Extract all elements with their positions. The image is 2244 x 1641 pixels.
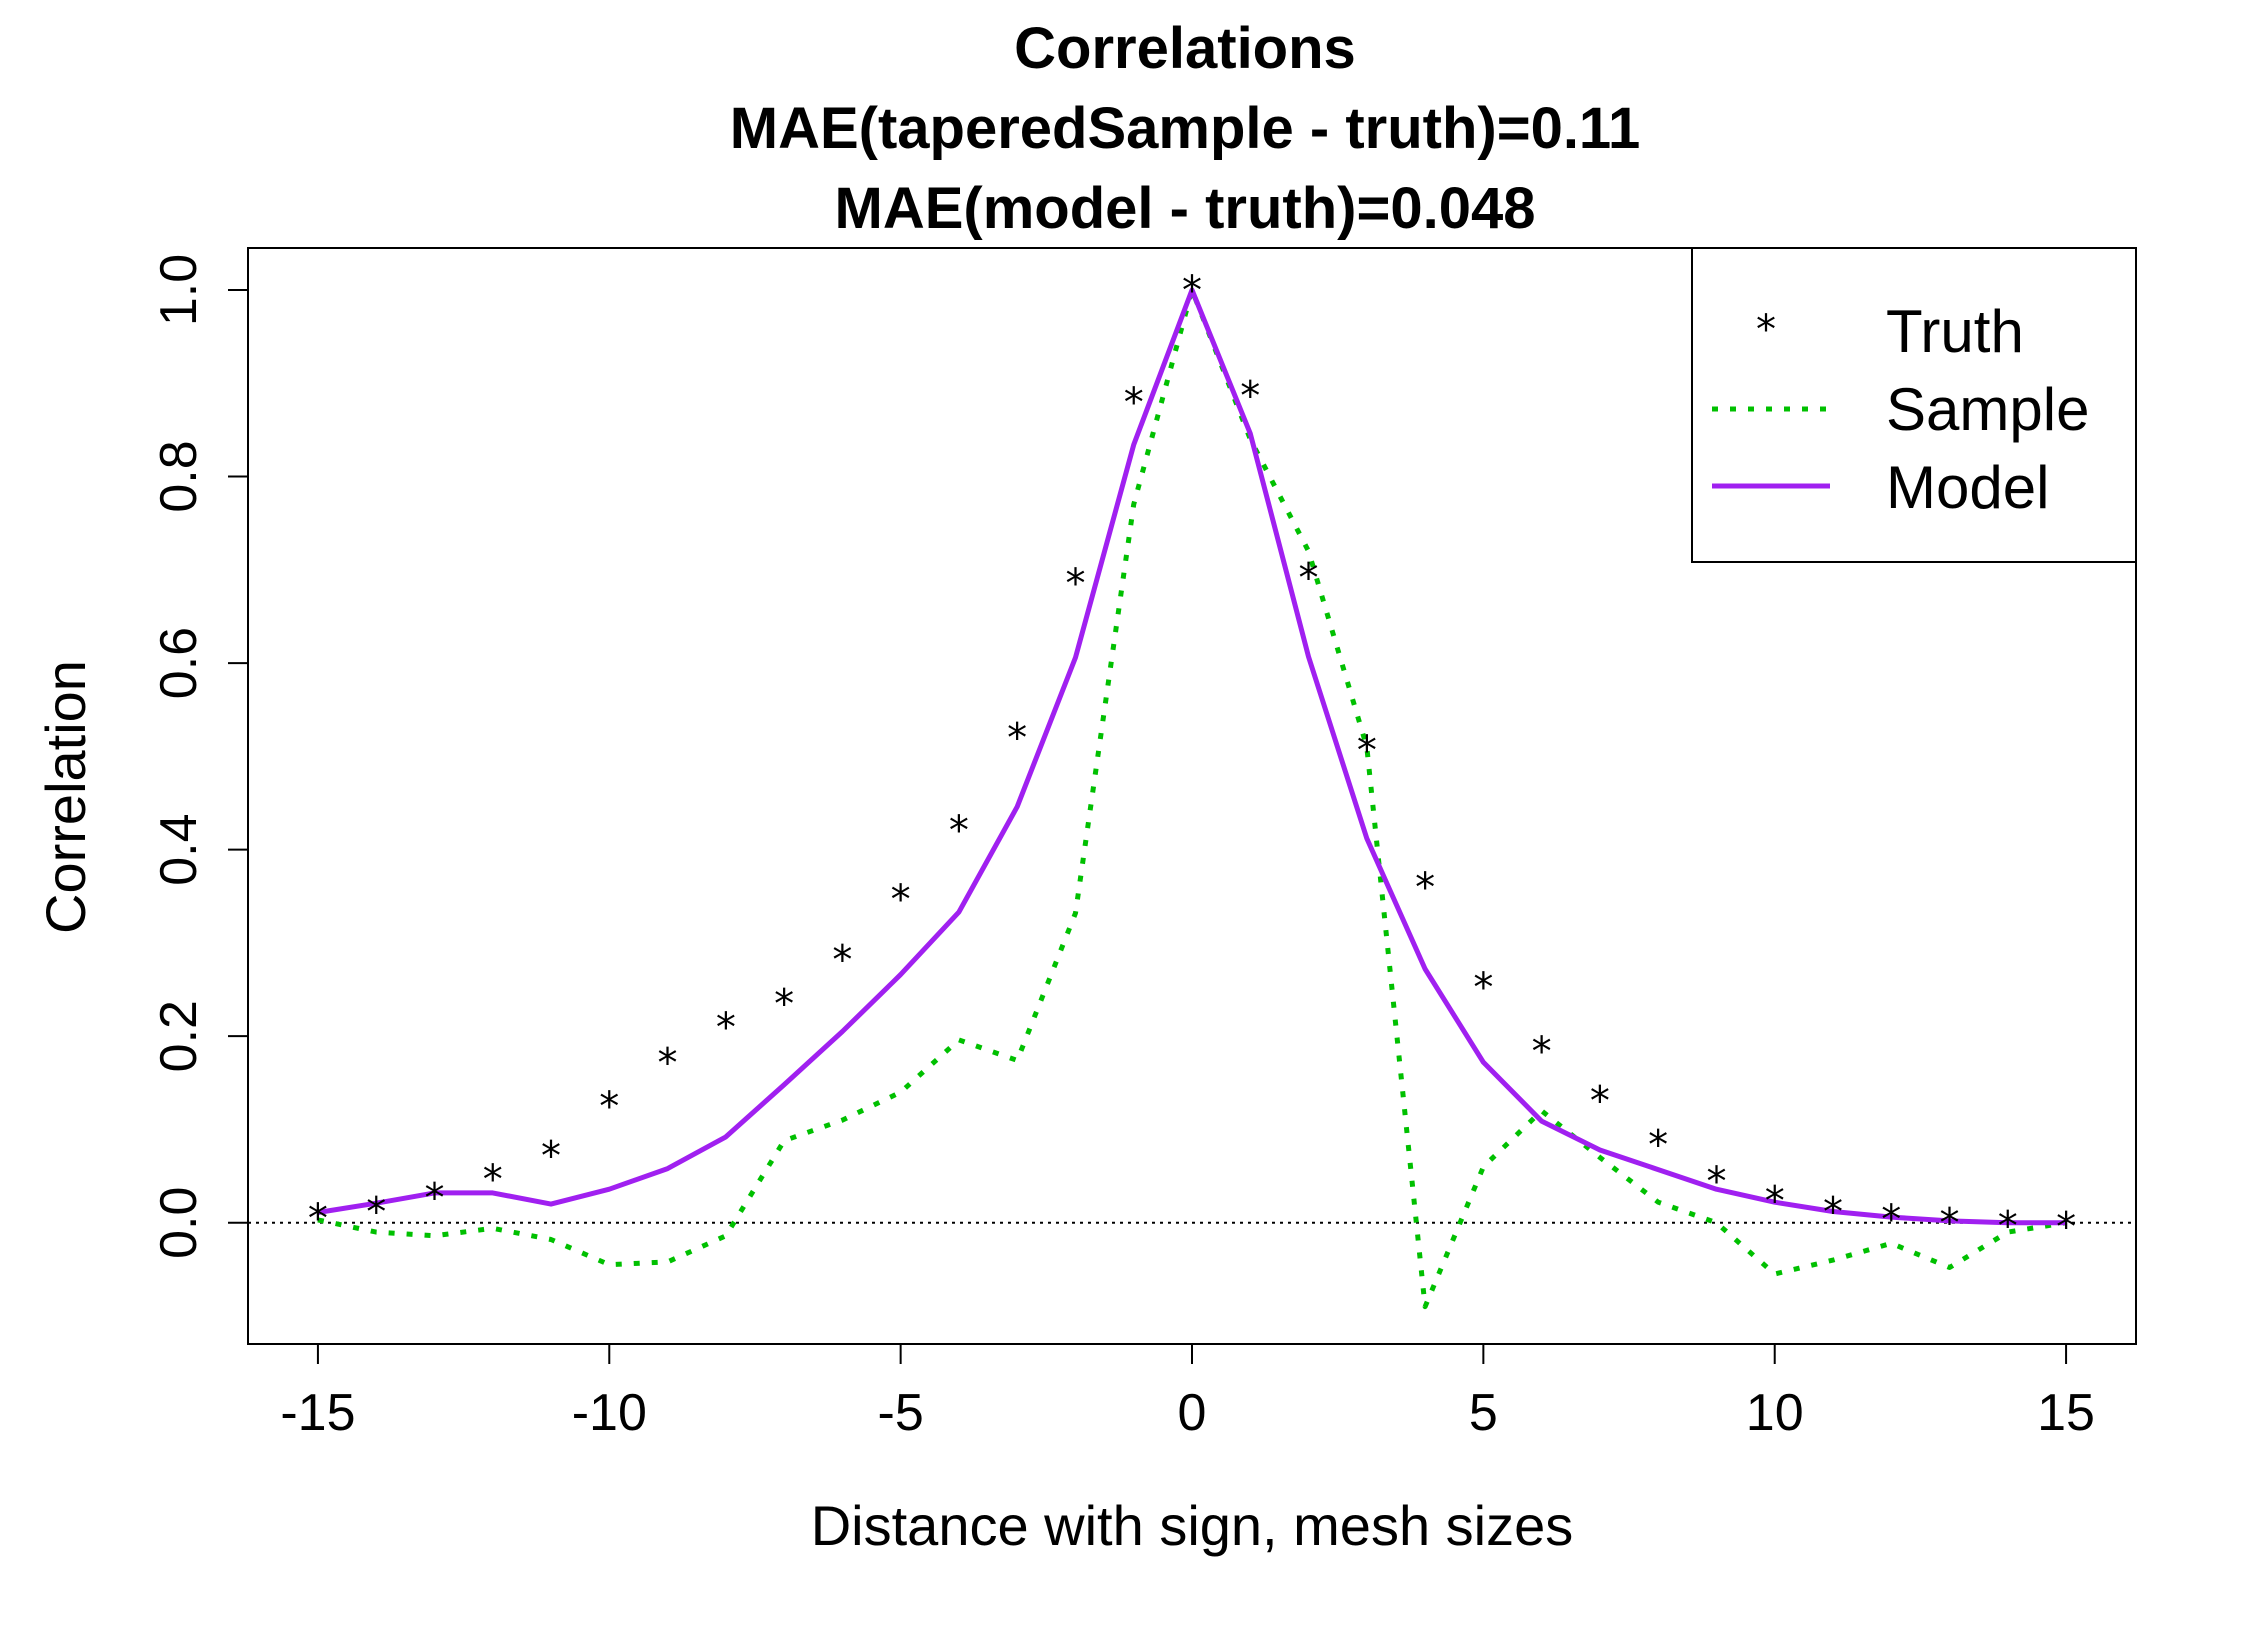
x-tick-label: 0 — [1178, 1384, 1207, 1442]
legend-frame — [1691, 247, 2137, 563]
truth-point: * — [1299, 555, 1319, 601]
chart-legend: * Truth Sample Model — [1691, 247, 2137, 563]
x-tick-label: 5 — [1469, 1384, 1498, 1442]
truth-point: * — [1998, 1204, 2018, 1250]
truth-point: * — [1765, 1178, 1785, 1224]
x-tick-label: 10 — [1746, 1384, 1804, 1442]
truth-point: * — [2056, 1204, 2076, 1250]
truth-point: * — [1706, 1159, 1726, 1205]
truth-point: * — [541, 1134, 561, 1180]
y-tick-label: 0.8 — [150, 440, 208, 512]
truth-point: * — [366, 1190, 386, 1236]
y-tick-label: 0.0 — [150, 1187, 208, 1259]
chart-subtitle-line-1: MAE(taperedSample - truth)=0.11 — [730, 96, 1641, 161]
series-layer: * * * * * * * * * * * * * * * * * * * * * * * * * * * * * * * — [308, 268, 2076, 1310]
truth-point: * — [949, 808, 969, 854]
truth-point: * — [1065, 561, 1085, 607]
chart-title: Correlations — [1014, 16, 1356, 81]
truth-point: * — [1357, 728, 1377, 774]
truth-point: * — [1415, 865, 1435, 911]
truth-point: * — [774, 982, 794, 1028]
truth-point: * — [658, 1040, 678, 1086]
series-line-model — [317, 287, 2067, 1226]
x-tick-label: -5 — [878, 1384, 924, 1442]
truth-point: * — [599, 1084, 619, 1130]
truth-point: * — [424, 1176, 444, 1222]
x-tick-label: -15 — [280, 1384, 355, 1442]
truth-point: * — [483, 1157, 503, 1203]
y-tick-label: 0.2 — [150, 1000, 208, 1072]
y-tick-label: 1.0 — [150, 254, 208, 326]
truth-point: * — [1590, 1079, 1610, 1125]
truth-point: * — [1182, 268, 1202, 314]
chart-subtitle-line-2: MAE(model - truth)=0.048 — [835, 176, 1536, 241]
truth-point: * — [308, 1196, 328, 1242]
legend-label-truth: Truth — [1886, 298, 2024, 365]
y-tick-label: 0.4 — [150, 813, 208, 885]
truth-point: * — [1881, 1197, 1901, 1243]
truth-point: * — [891, 877, 911, 923]
legend-label-sample: Sample — [1886, 376, 2089, 443]
x-axis-label: Distance with sign, mesh sizes — [811, 1494, 1574, 1557]
truth-point: * — [1473, 965, 1493, 1011]
truth-point: * — [832, 938, 852, 984]
truth-point: * — [1648, 1122, 1668, 1168]
legend-label-model: Model — [1886, 454, 2049, 521]
x-tick-label: 15 — [2037, 1384, 2095, 1442]
truth-point: * — [1823, 1190, 1843, 1236]
truth-point: * — [1007, 716, 1027, 762]
truth-point: * — [1240, 373, 1260, 419]
truth-point: * — [716, 1005, 736, 1051]
y-tick-label: 0.6 — [150, 627, 208, 699]
y-axis: 0.0 0.2 0.4 0.6 0.8 1.0 — [150, 254, 249, 1259]
y-axis-label: Correlation — [34, 660, 97, 934]
x-axis: -15 -10 -5 0 5 10 15 — [280, 1343, 2095, 1442]
x-tick-label: -10 — [572, 1384, 647, 1442]
truth-point: * — [1940, 1201, 1960, 1247]
legend-marker-truth: * — [1756, 307, 1776, 353]
truth-point: * — [1532, 1029, 1552, 1075]
truth-point: * — [1124, 380, 1144, 426]
